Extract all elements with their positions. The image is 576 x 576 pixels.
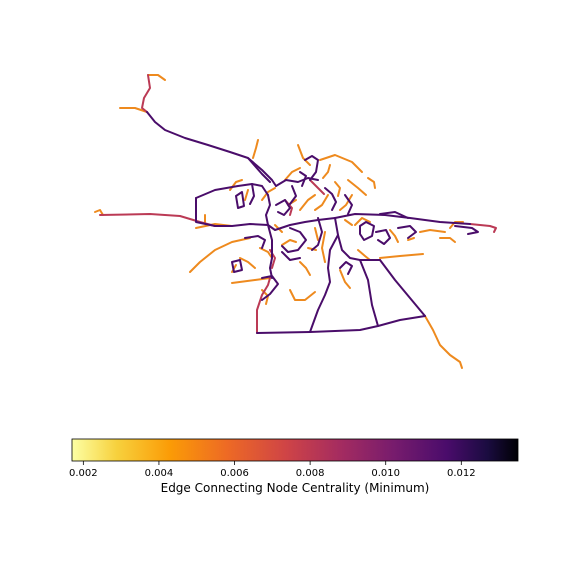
colorbar-tick-label: 0.002 [69,468,98,479]
colorbar-tick-label: 0.012 [447,468,476,479]
colorbar-tick-label: 0.004 [145,468,174,479]
colorbar-gradient [71,438,519,462]
colorbar-label: Edge Connecting Node Centrality (Minimum… [161,481,430,495]
colorbar-tick-label: 0.008 [296,468,325,479]
mid-centrality-edges [99,74,497,334]
colorbar-tick-label: 0.006 [220,468,249,479]
colorbar-tick-label: 0.010 [371,468,400,479]
low-centrality-edges [94,74,464,369]
colorbar-ticks: 0.002 0.004 0.006 0.008 0.010 0.012 [69,461,476,479]
colorbar: 0.002 0.004 0.006 0.008 0.010 0.012 Edge Conn… [69,438,519,495]
road-network [94,74,497,369]
high-centrality-edges [146,111,479,334]
